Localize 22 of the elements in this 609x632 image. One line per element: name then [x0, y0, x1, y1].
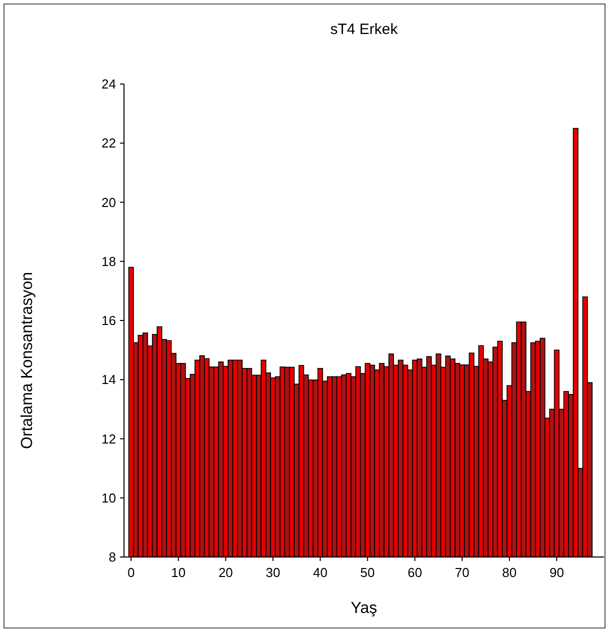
y-axis-title: Ortalama Konsantrasyon [19, 272, 36, 449]
y-tick-label: 12 [102, 431, 116, 446]
y-tick-label: 14 [102, 372, 116, 388]
x-tick-label: 60 [408, 565, 422, 580]
x-tick-label: 80 [502, 565, 517, 580]
x-tick-label: 50 [360, 565, 375, 580]
x-tick-label: 10 [171, 565, 186, 580]
y-tick-label: 18 [102, 254, 116, 269]
x-tick-label: 30 [266, 565, 280, 580]
y-tick-label: 16 [102, 313, 116, 328]
x-tick-label: 70 [454, 565, 470, 580]
x-tick-label: 20 [218, 565, 233, 580]
x-tick-label: 0 [127, 565, 135, 580]
chart-title: sT4 Erkek [330, 21, 398, 38]
y-tick-label: 8 [108, 550, 116, 565]
x-axis-title: Yaş [350, 600, 378, 617]
y-tick-label: 22 [102, 136, 116, 151]
x-tick-label: 40 [313, 565, 328, 580]
y-tick-label: 20 [102, 194, 116, 210]
y-tick-label: 10 [102, 490, 116, 506]
x-tick-label: 90 [549, 565, 564, 580]
y-tick-label: 24 [102, 76, 116, 92]
